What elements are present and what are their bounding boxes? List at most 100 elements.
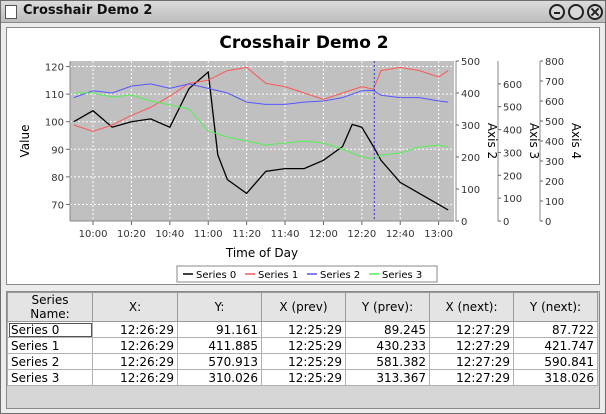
y-tick-label: 110 <box>45 90 64 101</box>
column-header[interactable]: X: <box>92 292 178 322</box>
window-icon <box>5 5 17 19</box>
table-cell[interactable]: 89.245 <box>345 321 430 338</box>
series-name-cell[interactable]: Series 2 <box>7 353 93 370</box>
crosshair-table[interactable]: Series Name: X: Y: X (prev) Y (prev): X (next… <box>7 292 598 386</box>
plot-area <box>70 61 454 221</box>
series-name-cell[interactable]: Series 3 <box>7 369 93 386</box>
table-cell[interactable]: 430.233 <box>345 337 430 354</box>
table-cell[interactable]: 12:26:29 <box>92 369 178 386</box>
table-cell[interactable]: 12:27:29 <box>429 369 514 386</box>
right-tick-label: 400 <box>461 89 480 100</box>
table-cell[interactable]: 12:26:29 <box>92 321 178 338</box>
table-cell[interactable]: 411.885 <box>177 337 262 354</box>
y-tick-label: 90 <box>51 145 64 156</box>
right-tick-label: 600 <box>503 80 522 91</box>
series-line <box>73 92 449 160</box>
x-tick-label: 11:00 <box>194 229 223 240</box>
right-tick-label: 800 <box>545 57 564 68</box>
window-title: Crosshair Demo 2 <box>23 3 153 18</box>
right-tick-label: 600 <box>545 97 564 108</box>
right-axis-title: Axis 4 <box>569 123 583 159</box>
table-header-row: Series Name: X: Y: X (prev) Y (prev): X (next… <box>7 292 598 322</box>
table-cell[interactable]: 313.367 <box>345 369 430 386</box>
title-bar[interactable]: Crosshair Demo 2 <box>1 1 605 23</box>
maximize-button[interactable] <box>568 4 584 20</box>
column-header[interactable]: Y (prev): <box>345 292 430 322</box>
legend-item: Series 0 <box>196 270 236 281</box>
table-row[interactable]: Series 2 12:26:29 570.913 12:25:29 581.382 12… <box>7 353 598 370</box>
x-tick-label: 12:40 <box>386 229 415 240</box>
y-tick-label: 100 <box>45 118 64 129</box>
y-tick-label: 80 <box>51 173 64 184</box>
x-tick-label: 10:00 <box>79 229 108 240</box>
column-header[interactable]: X (prev) <box>261 292 346 322</box>
right-tick-label: 500 <box>503 103 522 114</box>
x-tick-label: 10:20 <box>117 229 146 240</box>
table-cell[interactable]: 12:25:29 <box>261 321 346 338</box>
table-cell[interactable]: 91.161 <box>177 321 262 338</box>
table-cell[interactable]: 12:25:29 <box>261 353 346 370</box>
table-cell[interactable]: 12:25:29 <box>261 337 346 354</box>
table-cell[interactable]: 421.747 <box>513 337 598 354</box>
table-cell[interactable]: 318.026 <box>513 369 598 386</box>
crosshair-table-panel: Series Name: X: Y: X (prev) Y (prev): X (next… <box>6 291 600 409</box>
line-chart[interactable]: Crosshair Demo 2 10:00 10:20 10:40 11:00 11:2… <box>7 28 601 286</box>
right-tick-label: 100 <box>503 194 522 205</box>
legend-item: Series 1 <box>258 270 298 281</box>
table-cell[interactable]: 12:25:29 <box>261 369 346 386</box>
table-cell[interactable]: 12:27:29 <box>429 353 514 370</box>
series-name-cell[interactable]: Series 0 <box>7 321 93 338</box>
table-cell[interactable]: 12:27:29 <box>429 337 514 354</box>
minimize-button[interactable] <box>549 4 565 20</box>
x-tick-label: 11:20 <box>232 229 261 240</box>
table-cell[interactable]: 12:26:29 <box>92 353 178 370</box>
right-tick-label: 0 <box>545 217 551 228</box>
right-tick-label: 700 <box>545 77 564 88</box>
table-row[interactable]: Series 1 12:26:29 411.885 12:25:29 430.233 12… <box>7 337 598 354</box>
table-cell[interactable]: 87.722 <box>513 321 598 338</box>
column-header[interactable]: Y: <box>177 292 262 322</box>
x-axis-title: Time of Day <box>225 246 298 260</box>
right-tick-label: 100 <box>545 197 564 208</box>
right-tick-label: 500 <box>461 57 480 68</box>
column-header[interactable]: X (next): <box>429 292 514 322</box>
chart-panel[interactable]: Crosshair Demo 2 10:00 10:20 10:40 11:00 11:2… <box>6 27 600 285</box>
minimize-icon <box>554 12 560 14</box>
y-tick-label: 120 <box>45 63 64 74</box>
x-tick-label: 12:20 <box>347 229 376 240</box>
x-tick-label: 11:40 <box>271 229 300 240</box>
right-tick-label: 500 <box>545 117 564 128</box>
right-tick-label: 300 <box>461 121 480 132</box>
column-header[interactable]: Y (next): <box>513 292 598 322</box>
table-cell[interactable]: 590.841 <box>513 353 598 370</box>
right-tick-label: 200 <box>545 177 564 188</box>
right-tick-label: 400 <box>503 126 522 137</box>
x-tick-label: 12:00 <box>309 229 338 240</box>
right-tick-label: 200 <box>503 171 522 182</box>
right-tick-label: 300 <box>503 148 522 159</box>
right-tick-label: 0 <box>461 217 467 228</box>
table-cell[interactable]: 581.382 <box>345 353 430 370</box>
right-axis-title: Axis 2 <box>485 123 499 159</box>
y-axis-title: Value <box>18 125 32 158</box>
close-button[interactable] <box>587 4 603 20</box>
right-tick-label: 300 <box>545 157 564 168</box>
series-line <box>73 70 449 211</box>
table-cell[interactable]: 570.913 <box>177 353 262 370</box>
right-tick-label: 100 <box>461 185 480 196</box>
table-cell[interactable]: 310.026 <box>177 369 262 386</box>
table-cell[interactable]: 12:27:29 <box>429 321 514 338</box>
legend-item: Series 2 <box>320 270 360 281</box>
table-row[interactable]: Series 3 12:26:29 310.026 12:25:29 313.367 12… <box>7 369 598 386</box>
x-tick-label: 13:00 <box>424 229 453 240</box>
table-row[interactable]: Series 0 12:26:29 91.161 12:25:29 89.245 12:2… <box>7 321 598 338</box>
right-tick-label: 200 <box>461 153 480 164</box>
chart-title: Crosshair Demo 2 <box>219 33 388 53</box>
series-line <box>73 83 449 105</box>
table-cell[interactable]: 12:26:29 <box>92 337 178 354</box>
column-header[interactable]: Series Name: <box>7 292 93 322</box>
y-tick-label: 70 <box>51 200 64 211</box>
series-line <box>73 66 449 132</box>
series-name-cell[interactable]: Series 1 <box>7 337 93 354</box>
